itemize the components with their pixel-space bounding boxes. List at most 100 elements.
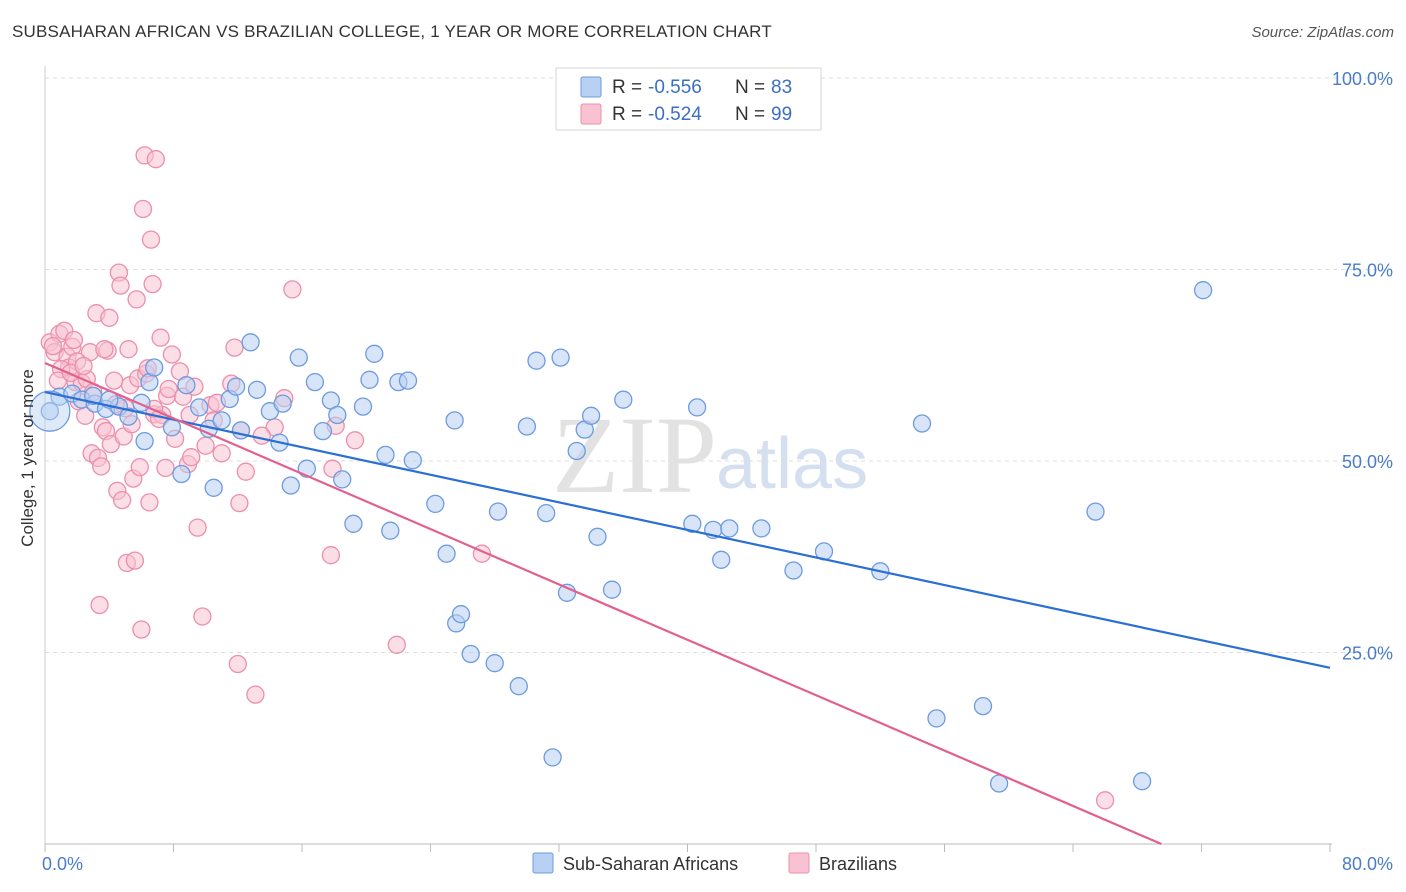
sub-saharan-point [328, 405, 347, 425]
sub-saharan-point [927, 709, 946, 728]
legend-brazilians-label: Brazilians [819, 854, 897, 874]
sub-saharan-point [683, 514, 702, 533]
brazilian-point [132, 620, 151, 639]
sub-saharan-point [451, 605, 471, 624]
y-tick-label: 100.0% [1332, 69, 1393, 89]
source-label: Source: ZipAtlas.com [1251, 24, 1394, 41]
brazilian-point [151, 328, 170, 347]
sub-saharan-point [190, 398, 209, 417]
sub-saharan-point [461, 644, 480, 664]
legend-r-label: R = [612, 104, 642, 125]
x-tick-labels: 0.0% 80.0% [42, 854, 1393, 874]
brazilian-point [141, 230, 161, 249]
watermark: ZIP atlas [552, 394, 868, 516]
brazilian-point [321, 546, 341, 565]
sub-saharan-point [145, 358, 164, 377]
sub-saharan-point [212, 411, 231, 430]
trend-line-sub-saharan [44, 390, 1331, 669]
legend-r-value: -0.556 [648, 77, 702, 98]
sub-saharan-point [784, 561, 803, 580]
sub-saharan-point [1132, 772, 1152, 791]
legend-n-label: N = [735, 104, 765, 125]
series-sub-saharan-points [29, 281, 1213, 793]
brazilian-point [188, 518, 207, 537]
y-tick-label: 50.0% [1342, 452, 1393, 472]
brazilian-point [246, 685, 265, 704]
sub-saharan-point [398, 371, 418, 390]
sub-saharan-point [527, 351, 546, 370]
legend-swatch-brazilians [788, 852, 810, 874]
brazilian-point [43, 336, 63, 356]
legend-swatch-blue [580, 76, 602, 98]
legend-sub-saharan-label: Sub-Saharan Africans [563, 854, 738, 874]
sub-saharan-point [177, 376, 196, 395]
sub-saharan-point [226, 377, 246, 396]
trend-line-brazilians [44, 361, 1162, 846]
brazilian-point [159, 379, 178, 399]
sub-saharan-point [543, 748, 562, 767]
sub-saharan-point [305, 372, 325, 392]
trend-lines [44, 361, 1331, 846]
brazilian-point [146, 150, 165, 169]
sub-saharan-point [588, 527, 607, 546]
brazilian-point [104, 371, 124, 390]
x-tick-label: 80.0% [1342, 854, 1393, 874]
watermark-atlas: atlas [716, 424, 868, 504]
brazilian-point [252, 426, 271, 445]
brazilian-point [345, 431, 365, 450]
series-legend: Sub-Saharan Africans Brazilians [532, 852, 897, 874]
sub-saharan-point [614, 390, 633, 409]
sub-saharan-point [485, 654, 504, 673]
sub-saharan-point [517, 417, 537, 436]
brazilian-point [193, 607, 212, 626]
y-tick-label: 25.0% [1342, 644, 1393, 664]
legend-r-label: R = [612, 77, 642, 98]
sub-saharan-point [912, 414, 932, 433]
brazilian-point [92, 457, 111, 476]
brazilian-point [112, 490, 132, 510]
sub-saharan-point [119, 407, 138, 426]
y-axis-label: College, 1 year or more [18, 369, 37, 547]
brazilian-point [225, 338, 244, 357]
sub-saharan-point [135, 431, 154, 451]
brazilian-point [100, 308, 119, 327]
legend-n-value: 83 [771, 77, 792, 98]
brazilian-point [119, 340, 138, 359]
sub-saharan-point [567, 441, 586, 461]
sub-saharan-point [281, 476, 300, 495]
legend-swatch-pink [580, 103, 602, 125]
axes [44, 66, 1332, 852]
brazilian-point [133, 199, 153, 219]
sub-saharan-point [360, 370, 379, 389]
brazilian-point [125, 551, 145, 570]
brazilian-point [182, 448, 201, 467]
sub-saharan-point [273, 394, 292, 413]
brazilian-point [143, 274, 162, 294]
brazilian-point [130, 457, 149, 477]
legend: R = -0.556 N = 83 R = -0.524 N = 99 [555, 67, 822, 131]
sub-saharan-point [365, 344, 384, 363]
chart-title: SUBSAHARAN AFRICAN VS BRAZILIAN COLLEGE,… [12, 22, 772, 41]
sub-saharan-point [40, 402, 59, 421]
legend-swatch-sub-saharan [532, 852, 554, 874]
brazilian-point [140, 493, 159, 512]
sub-saharan-point [313, 421, 333, 441]
sub-saharan-point [403, 451, 422, 470]
brazilian-point [95, 340, 114, 359]
sub-saharan-point [437, 544, 456, 563]
sub-saharan-point [602, 580, 622, 599]
brazilian-point [64, 330, 84, 350]
sub-saharan-point [333, 470, 352, 489]
y-tick-label: 75.0% [1342, 261, 1393, 281]
sub-saharan-point [172, 464, 191, 484]
sub-saharan-point [247, 380, 267, 399]
sub-saharan-point [353, 397, 373, 416]
sub-saharan-point [581, 406, 601, 425]
sub-saharan-point [241, 333, 260, 352]
sub-saharan-point [289, 348, 308, 367]
sub-saharan-point [551, 348, 570, 367]
sub-saharan-point [488, 502, 508, 521]
sub-saharan-point [973, 696, 993, 716]
sub-saharan-point [752, 519, 771, 538]
brazilian-point [283, 280, 302, 299]
